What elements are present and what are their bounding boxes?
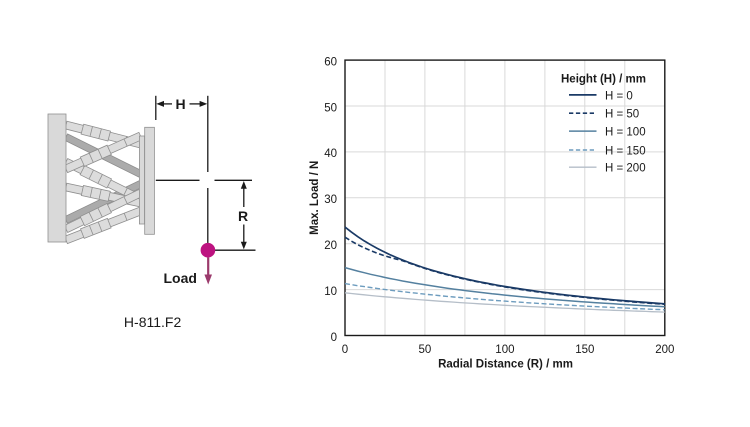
svg-text:0: 0 xyxy=(342,344,348,356)
svg-text:H = 150: H = 150 xyxy=(605,145,646,157)
svg-text:H-811.F2: H-811.F2 xyxy=(124,314,182,330)
svg-text:20: 20 xyxy=(324,240,337,252)
svg-text:200: 200 xyxy=(655,344,674,356)
svg-text:H = 50: H = 50 xyxy=(605,109,639,121)
svg-text:50: 50 xyxy=(324,102,337,114)
svg-text:H = 100: H = 100 xyxy=(605,127,646,139)
svg-text:Load: Load xyxy=(164,270,197,286)
svg-text:H: H xyxy=(176,96,186,112)
svg-text:10: 10 xyxy=(324,286,337,298)
svg-text:Height (H) / mm: Height (H) / mm xyxy=(561,73,646,85)
svg-text:Max. Load / N: Max. Load / N xyxy=(309,161,321,235)
svg-text:60: 60 xyxy=(324,56,337,68)
svg-text:0: 0 xyxy=(331,332,337,344)
svg-text:R: R xyxy=(238,208,248,224)
svg-text:30: 30 xyxy=(324,194,337,206)
svg-text:Radial Distance (R) / mm: Radial Distance (R) / mm xyxy=(438,358,573,370)
svg-text:150: 150 xyxy=(575,344,594,356)
svg-text:H = 0: H = 0 xyxy=(605,90,633,102)
svg-text:H = 200: H = 200 xyxy=(605,163,646,175)
svg-text:100: 100 xyxy=(495,344,514,356)
svg-text:50: 50 xyxy=(419,344,432,356)
svg-text:40: 40 xyxy=(324,148,337,160)
